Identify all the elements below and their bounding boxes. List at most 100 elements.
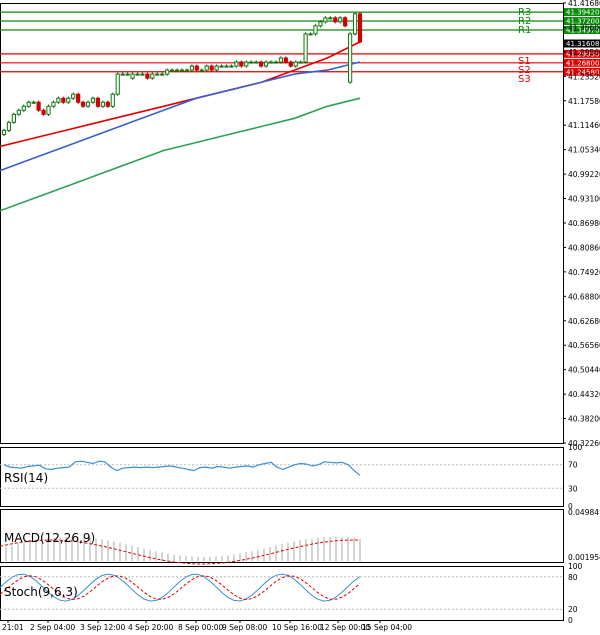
time-tick-label: 8 Sep 00:00 bbox=[178, 623, 224, 632]
price-axis: 41.41680 41.35600 41.29560 41.23520 41.17580… bbox=[563, 0, 600, 448]
level-price-box-R3 bbox=[564, 8, 600, 17]
candle-body bbox=[21, 105, 26, 111]
candle-body bbox=[115, 73, 120, 95]
price-tick-label: 41.35600 bbox=[568, 23, 600, 32]
candle-body bbox=[338, 17, 343, 23]
candle-body bbox=[343, 17, 348, 27]
candle-body bbox=[348, 33, 353, 83]
level-name-S1: S1 bbox=[518, 56, 531, 67]
ma-line-1 bbox=[0, 61, 361, 172]
candle-body bbox=[1, 129, 7, 135]
candle-body bbox=[249, 61, 254, 64]
ma-line-2 bbox=[0, 97, 361, 212]
candle-body bbox=[145, 73, 150, 79]
candle-body bbox=[71, 93, 76, 99]
time-tick-label: 10 Sep 16:00 bbox=[272, 623, 322, 632]
price-tick-label: 41.29560 bbox=[568, 48, 600, 57]
candle-body bbox=[26, 101, 31, 107]
rsi-tick-label: 0 bbox=[568, 502, 573, 511]
candle-body bbox=[219, 65, 224, 68]
macd-signal-line bbox=[0, 539, 361, 565]
pane-frame-1 bbox=[0, 447, 564, 507]
candle-body bbox=[81, 101, 86, 107]
pane-frames bbox=[0, 3, 564, 621]
candle-body bbox=[308, 33, 313, 36]
candle-body bbox=[189, 65, 194, 71]
level-name-R1: R1 bbox=[518, 25, 531, 36]
candle-body bbox=[313, 25, 318, 35]
rsi-pane: 100 70 30 0 bbox=[0, 443, 583, 511]
candle-body bbox=[41, 109, 46, 115]
ma-line-0 bbox=[0, 41, 361, 148]
candle-body bbox=[239, 61, 244, 67]
moving-averages bbox=[0, 41, 361, 212]
price-tick-label: 40.68800 bbox=[568, 292, 600, 301]
candle-body bbox=[56, 97, 61, 103]
candle-body bbox=[263, 61, 269, 67]
level-price-box-S2 bbox=[564, 58, 600, 67]
candle-body bbox=[288, 61, 293, 67]
candle-body bbox=[135, 73, 140, 76]
price-tick-label: 40.99220 bbox=[568, 170, 600, 179]
candle-body bbox=[95, 97, 101, 107]
price-tick-label: 41.41680 bbox=[568, 0, 600, 8]
candle-body bbox=[125, 73, 130, 76]
level-price-S3: 41.24580 bbox=[566, 68, 599, 76]
candle-body bbox=[85, 101, 91, 107]
rsi-tick-label: 70 bbox=[568, 461, 578, 470]
stoch-tick-label: 100 bbox=[568, 562, 583, 571]
candle-body bbox=[283, 57, 288, 63]
candle-body bbox=[155, 73, 160, 76]
candle-body bbox=[214, 65, 219, 71]
price-tick-label: 41.23520 bbox=[568, 72, 600, 81]
rsi-tick-label: 100 bbox=[568, 443, 583, 452]
candles bbox=[1, 12, 363, 137]
price-tick-label: 40.32260 bbox=[568, 439, 600, 448]
price-tick-label: 40.38200 bbox=[568, 415, 600, 424]
level-price-box-R2 bbox=[564, 17, 600, 26]
macd-pane: 0.04984 0.001954 bbox=[0, 508, 600, 565]
stoch-pane: 100 80 20 0 bbox=[0, 562, 583, 625]
candle-body bbox=[323, 17, 328, 23]
candle-body bbox=[333, 17, 338, 23]
candle-body bbox=[234, 61, 239, 67]
level-price-R3: 41.39420 bbox=[566, 9, 599, 17]
candle-body bbox=[204, 65, 209, 71]
candle-body bbox=[209, 65, 214, 71]
candle-body bbox=[229, 65, 234, 68]
candle-body bbox=[46, 105, 51, 115]
candle-body bbox=[90, 97, 96, 103]
candle-body bbox=[174, 69, 180, 72]
price-tick-label: 41.05340 bbox=[568, 146, 600, 155]
level-name-S2: S2 bbox=[518, 65, 531, 76]
candle-body bbox=[278, 57, 283, 63]
stoch-tick-label: 80 bbox=[568, 573, 578, 582]
candle-body bbox=[170, 69, 175, 72]
stoch-k-line bbox=[0, 573, 361, 602]
stoch-tick-label: 20 bbox=[568, 605, 578, 614]
stoch-label: Stoch(9,6,3) bbox=[4, 585, 78, 599]
candle-body bbox=[259, 61, 264, 67]
candle-body bbox=[11, 113, 16, 123]
price-tick-label: 40.56560 bbox=[568, 341, 600, 350]
price-tick-label: 40.86980 bbox=[568, 219, 600, 228]
candle-body bbox=[6, 121, 12, 131]
level-price-R1: 41.34970 bbox=[566, 26, 599, 34]
candle-body bbox=[160, 73, 165, 76]
support-resistance-levels: R3 41.39420 R2 41.37200 R1 41.34970 S1 41.29030… bbox=[0, 7, 600, 85]
level-price-R2: 41.37200 bbox=[566, 18, 599, 26]
candle-body bbox=[254, 61, 259, 64]
macd-label: MACD(12,26,9) bbox=[4, 531, 95, 545]
level-price-S2: 41.26800 bbox=[566, 59, 599, 67]
rsi-tick-label: 30 bbox=[568, 484, 578, 493]
level-name-R2: R2 bbox=[518, 16, 531, 27]
macd-top-tick: 0.04984 bbox=[568, 508, 599, 517]
candle-body bbox=[352, 13, 358, 35]
candle-body bbox=[61, 97, 66, 103]
candle-body bbox=[224, 65, 229, 68]
candle-body bbox=[184, 69, 190, 72]
time-tick-label: 12 Sep 00:00 bbox=[320, 623, 370, 632]
stoch-d-line bbox=[0, 575, 361, 601]
candle-body bbox=[120, 73, 125, 76]
